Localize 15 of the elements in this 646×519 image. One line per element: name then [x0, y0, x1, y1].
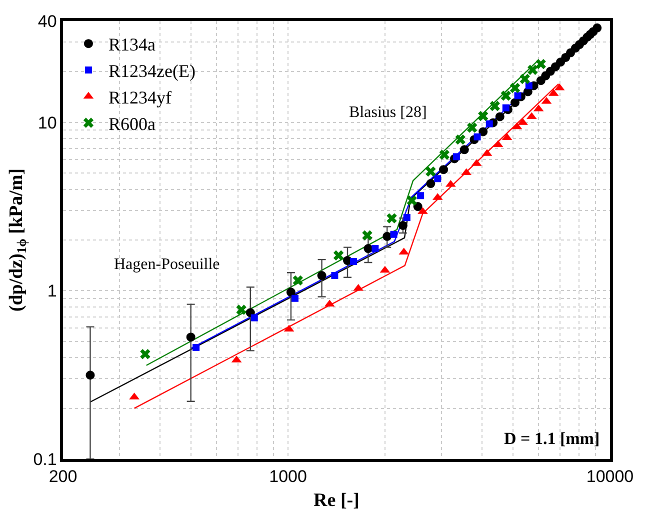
x-tick-label: 10000 [586, 467, 634, 486]
annotation: Hagen-Poseuille [114, 256, 220, 273]
legend-label: R134a [108, 34, 156, 55]
y-tick-label: 40 [38, 12, 57, 31]
annotation: D = 1.1 [mm] [504, 429, 600, 448]
legend-label: R600a [108, 114, 156, 134]
x-tick-label: 1000 [269, 467, 307, 486]
annotation: Blasius [28] [349, 104, 427, 121]
y-tick-label: 10 [38, 113, 57, 132]
legend-label: R1234yf [108, 87, 172, 108]
y-tick-label: 0.1 [33, 450, 57, 469]
x-axis-title: Re [-] [314, 490, 360, 511]
y-tick-label: 1 [47, 282, 57, 301]
legend-label: R1234ze(E) [108, 61, 196, 81]
x-tick-label: 200 [48, 467, 78, 486]
